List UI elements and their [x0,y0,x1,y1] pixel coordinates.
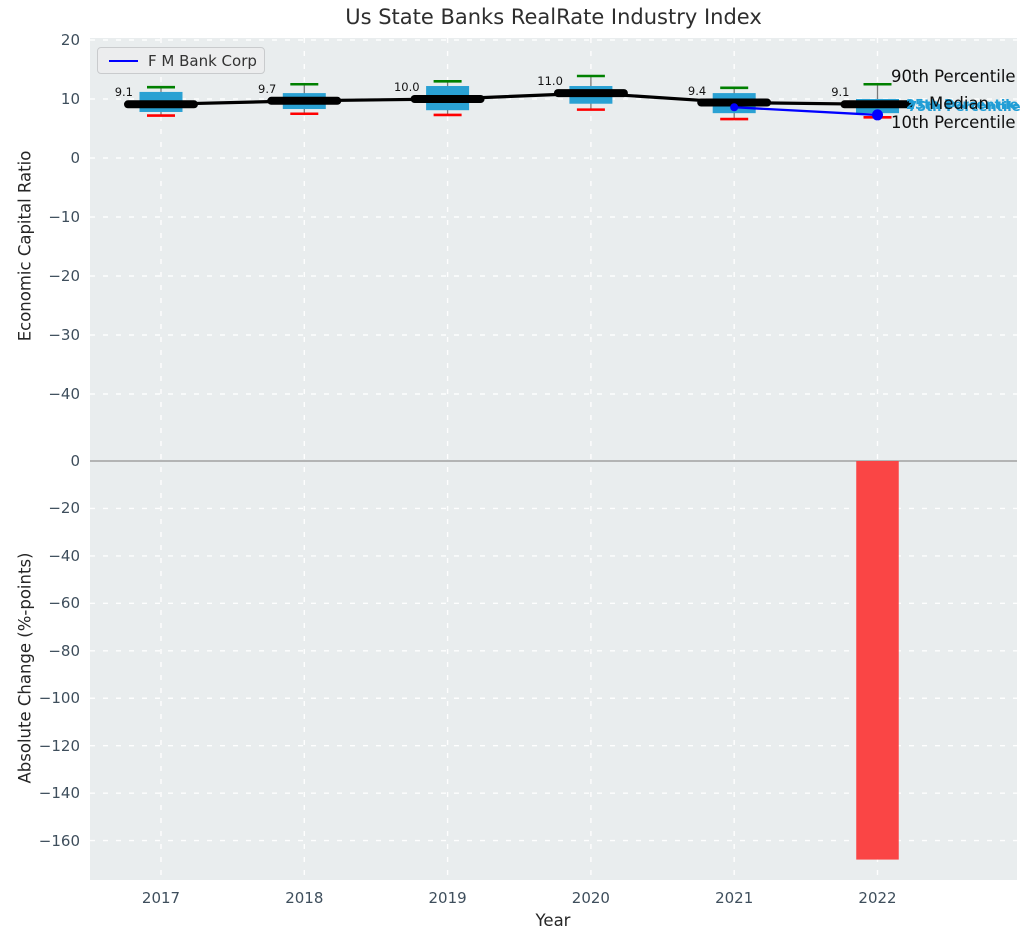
median-value-label: 9.4 [687,83,707,98]
xtick-2019: 2019 [428,889,467,907]
annotation-75th-percentile: 75th Percentile [908,100,1021,115]
ytick-bottom--60: −60 [48,594,80,613]
company-point [872,109,883,121]
company-point [730,103,739,112]
ytick-bottom--140: −140 [38,784,80,803]
xtick-2017: 2017 [141,889,181,907]
xtick-2021: 2021 [715,889,754,907]
ytick-top-0: 0 [70,149,80,167]
ytick-bottom--80: −80 [48,641,80,660]
ytick-bottom--120: −120 [38,736,80,755]
ytick-bottom--160: −160 [38,831,80,850]
legend-line-swatch [109,59,138,62]
xtick-2020: 2020 [571,889,610,907]
legend-label: F M Bank Corp [148,51,257,70]
xtick-2018: 2018 [285,889,324,907]
median-value-label: 9.1 [114,85,133,100]
ytick-top--20: −20 [48,267,80,285]
y-axis-label-top: Economic Capital Ratio [15,150,35,342]
annotation-25th-percentile: 25th Percentile [906,98,1019,113]
company-line [734,106,878,117]
ytick-top-10: 10 [60,90,80,108]
ytick-top--30: −30 [48,326,80,344]
annotation-median: Median [929,94,990,113]
annotation-10th-percentile: 10th Percentile [891,113,1016,132]
change-bar-2022 [856,461,899,860]
ytick-top--10: −10 [48,208,80,226]
ytick-bottom--20: −20 [48,499,80,518]
legend: F M Bank Corp [97,47,265,74]
median-value-label: 9.7 [258,81,277,96]
median-value-label: 9.1 [831,85,850,100]
ytick-top--40: −40 [48,385,80,403]
x-axis-label: Year [535,911,571,930]
ytick-bottom--100: −100 [38,689,80,708]
xtick-2022: 2022 [858,889,897,907]
ytick-top-20: 20 [60,31,80,49]
annotation-90th-percentile: 90th Percentile [891,67,1016,86]
chart-title: Us State Banks RealRate Industry Index [345,5,762,29]
median-value-label: 11.0 [537,74,563,89]
y-axis-label-bottom: Absolute Change (%-points) [15,552,35,784]
ytick-bottom-0: 0 [70,452,80,470]
ytick-bottom--40: −40 [48,546,80,565]
median-value-label: 10.0 [393,80,420,94]
